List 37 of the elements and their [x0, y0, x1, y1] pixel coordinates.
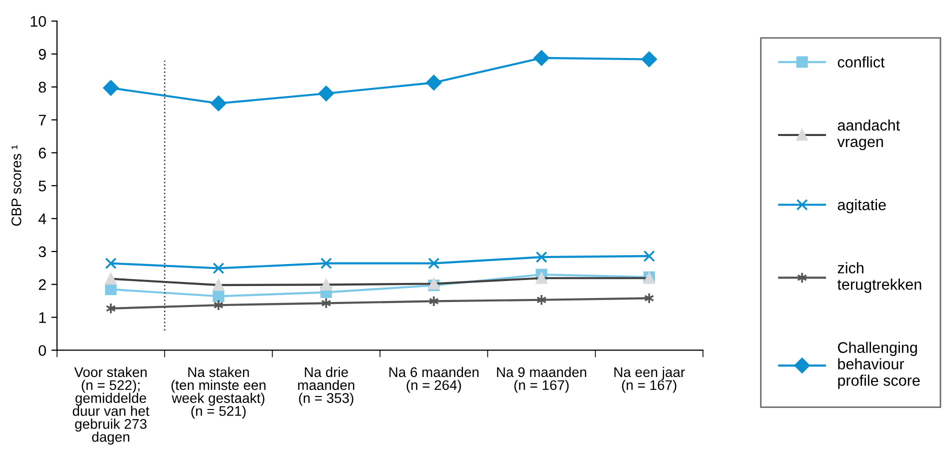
y-tick-label: 1 — [39, 312, 46, 323]
y-tick-label: 4 — [38, 214, 46, 224]
y-tick-label: 8 — [38, 82, 46, 93]
point — [210, 96, 226, 112]
y-tick-label: 5 — [38, 180, 46, 192]
x-tick-label: Na drie maanden (n = 353) — [298, 366, 354, 406]
point — [536, 251, 548, 263]
y-tick-label: 10 — [30, 16, 46, 27]
y-tick-label: 3 — [38, 246, 46, 258]
point — [641, 52, 657, 68]
legend-label: zich terugtrekken — [837, 262, 922, 293]
y-axis-title: CBP scores ¹ — [11, 145, 22, 226]
x-tick-label: Na staken (ten minste een week gestaakt) (n = 521) — [172, 366, 266, 419]
legend-label: agitatie — [838, 199, 886, 214]
point — [426, 74, 442, 90]
y-tick-label: 0 — [38, 345, 46, 356]
legend-label: Challenging behaviour profile score — [838, 342, 920, 389]
point — [103, 80, 119, 96]
x-tick-label: Na een jaar (n = 167) — [614, 366, 685, 393]
point — [428, 258, 440, 270]
y-tick-label: 2 — [38, 279, 46, 290]
point — [534, 50, 550, 66]
point — [318, 86, 334, 102]
x-tick-label: Na 9 maanden (n = 167) — [497, 366, 586, 393]
point — [212, 262, 224, 274]
point — [212, 290, 224, 302]
legend-label: aandacht vragen — [837, 119, 900, 150]
y-tick-label: 6 — [38, 148, 46, 158]
y-tick-label: 9 — [38, 48, 46, 60]
point — [643, 250, 655, 262]
point — [105, 258, 117, 270]
point — [105, 284, 117, 296]
y-tick-label: 7 — [38, 114, 46, 126]
x-tick-label: Na 6 maanden (n = 264) — [389, 366, 478, 393]
legend-label: conflict — [838, 56, 885, 68]
point — [320, 258, 332, 270]
x-tick-label: Voor staken (n = 522); gemiddelde duur van het gebruik 273 dagen — [72, 366, 150, 445]
